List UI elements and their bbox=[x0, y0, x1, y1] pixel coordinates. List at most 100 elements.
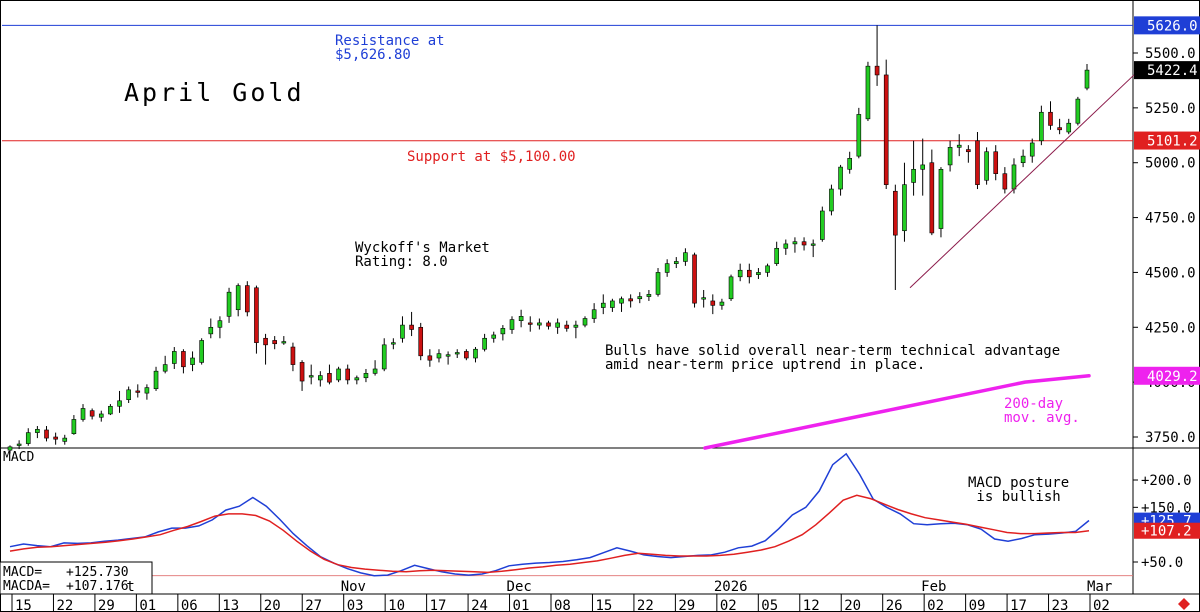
candle-body bbox=[354, 377, 360, 381]
candle-body bbox=[746, 269, 752, 278]
candle-body bbox=[573, 324, 579, 328]
candle-body bbox=[190, 357, 195, 365]
macd-series-0 bbox=[9, 452, 1090, 577]
candle-body bbox=[98, 413, 104, 418]
candle-body bbox=[883, 74, 889, 185]
candle-body bbox=[281, 341, 287, 344]
candle-body bbox=[391, 342, 396, 345]
candle-body bbox=[938, 168, 944, 229]
macd-readout-value: +125.730 bbox=[66, 565, 129, 580]
macd-annotation: MACD posture is bullish bbox=[968, 475, 1070, 505]
candle-body bbox=[829, 188, 834, 212]
x-tick-label: 02 bbox=[927, 598, 944, 612]
x-tick-label: 20 bbox=[844, 598, 861, 612]
x-month-label: t bbox=[126, 579, 134, 595]
candle-body bbox=[53, 436, 58, 440]
candle-body bbox=[427, 355, 433, 361]
price-tick-label: 5250.0 bbox=[1145, 101, 1196, 117]
candle-body bbox=[1029, 142, 1035, 157]
candle-body bbox=[1075, 98, 1081, 124]
x-tick-label: 26 bbox=[886, 598, 903, 612]
candle-body bbox=[947, 147, 953, 166]
x-tick-label: 09 bbox=[969, 598, 986, 612]
candle-body bbox=[737, 269, 743, 278]
candle-body bbox=[555, 322, 560, 328]
chart-title: April Gold bbox=[124, 78, 305, 107]
candle-body bbox=[628, 298, 633, 302]
candle-body bbox=[263, 337, 268, 346]
support-annotation: Support at $5,100.00 bbox=[407, 149, 576, 165]
candle-body bbox=[299, 362, 305, 382]
candle-body bbox=[710, 300, 716, 306]
candle-body bbox=[984, 151, 989, 181]
candle-body bbox=[400, 324, 405, 339]
candle-body bbox=[117, 400, 122, 407]
candle-body bbox=[902, 184, 907, 232]
candle-body bbox=[1084, 69, 1090, 89]
x-tick-label: 06 bbox=[181, 598, 198, 612]
candle-body bbox=[318, 375, 323, 381]
x-tick-label: 13 bbox=[222, 598, 239, 612]
candle-body bbox=[546, 322, 551, 327]
macd-series-1 bbox=[9, 494, 1090, 574]
candle-body bbox=[509, 319, 515, 330]
candle-body bbox=[409, 324, 414, 330]
price-tick-label: 4750.0 bbox=[1145, 211, 1196, 227]
candle-body bbox=[144, 387, 150, 394]
macd-tag-box bbox=[1134, 522, 1200, 539]
candle-body bbox=[381, 344, 387, 370]
candle-body bbox=[683, 252, 688, 262]
candle-body bbox=[1011, 164, 1017, 190]
price-tag-label: 5101.2 bbox=[1147, 134, 1198, 150]
price-tick-label: 4250.0 bbox=[1145, 320, 1196, 336]
candle-body bbox=[1048, 111, 1053, 126]
candle-body bbox=[454, 352, 460, 355]
price-tick-label: 3750.0 bbox=[1145, 430, 1196, 446]
candle-body bbox=[701, 297, 706, 300]
macd-title: MACD bbox=[3, 450, 35, 465]
x-tick-label: 01 bbox=[513, 598, 530, 612]
candle-body bbox=[847, 158, 852, 170]
x-tick-label: 22 bbox=[56, 598, 73, 612]
candle-body bbox=[1066, 122, 1072, 133]
x-month-label: Feb bbox=[921, 579, 946, 595]
x-tick-label: 05 bbox=[761, 598, 778, 612]
candle-body bbox=[728, 276, 734, 300]
x-tick-label: 27 bbox=[305, 598, 322, 612]
candle-body bbox=[473, 348, 478, 359]
uptrend-line bbox=[909, 74, 1135, 289]
candle-body bbox=[692, 254, 697, 304]
candle-body bbox=[792, 241, 798, 245]
x-tick-label: 03 bbox=[347, 598, 364, 612]
candle-body bbox=[153, 370, 159, 390]
candle-body bbox=[226, 291, 232, 317]
price-tag-label: 4029.2 bbox=[1147, 369, 1198, 385]
macd-readout-label: MACD= bbox=[3, 565, 42, 580]
candle-body bbox=[217, 320, 223, 328]
candle-body bbox=[911, 168, 916, 183]
x-month-label: 2026 bbox=[714, 579, 748, 595]
candle-body bbox=[956, 144, 962, 148]
candle-body bbox=[80, 408, 86, 420]
candle-body bbox=[856, 114, 862, 157]
candle-body bbox=[135, 390, 141, 393]
candle-body bbox=[920, 164, 926, 170]
candle-body bbox=[664, 263, 670, 273]
candle-body bbox=[126, 389, 131, 400]
candle-body bbox=[71, 419, 77, 435]
x-tick-label: 29 bbox=[678, 598, 695, 612]
candle-body bbox=[345, 368, 351, 381]
price-tag-box bbox=[1134, 16, 1200, 35]
corner-marker bbox=[1178, 598, 1190, 610]
ma-annotation: 200-day mov. avg. bbox=[1004, 396, 1080, 426]
price-tick-label: 5500.0 bbox=[1145, 46, 1196, 62]
x-tick-label: 22 bbox=[637, 598, 654, 612]
candle-body bbox=[582, 318, 588, 326]
moving-average-line bbox=[703, 374, 1091, 450]
candle-body bbox=[500, 328, 506, 335]
candle-body bbox=[1039, 111, 1044, 142]
rating-annotation: Wyckoff's Market Rating: 8.0 bbox=[355, 240, 490, 270]
candle-body bbox=[89, 410, 95, 417]
candle-body bbox=[25, 432, 31, 444]
candle-body bbox=[518, 316, 524, 322]
